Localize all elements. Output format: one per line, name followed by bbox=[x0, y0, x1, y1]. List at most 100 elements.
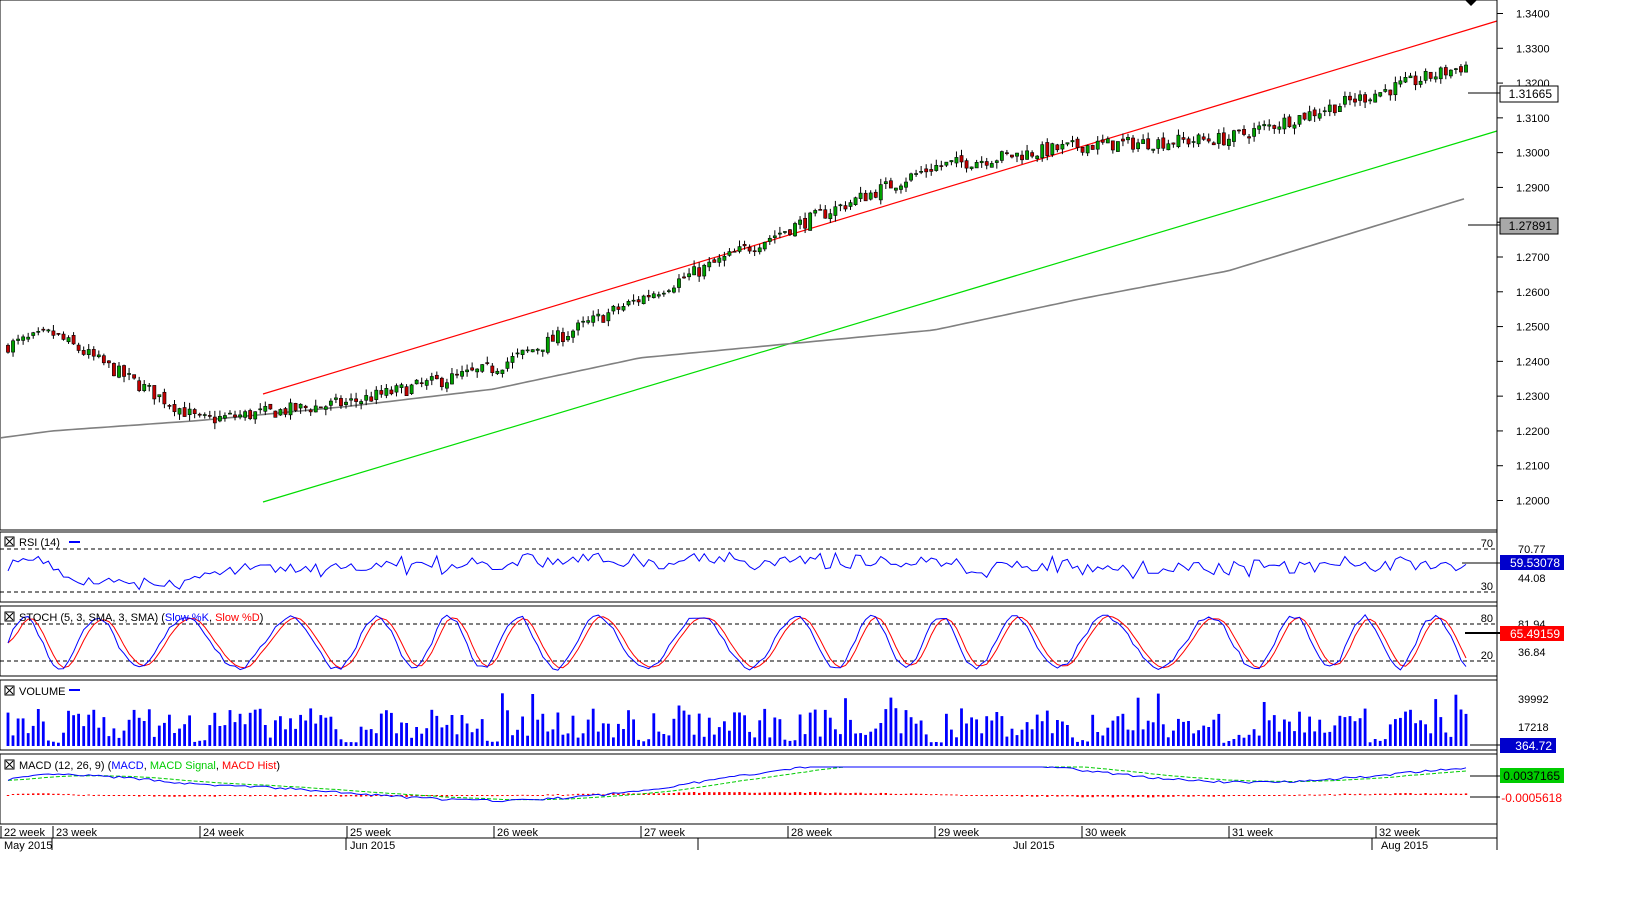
candle bbox=[1156, 137, 1161, 154]
candle bbox=[1060, 140, 1065, 155]
macd-hist-bar bbox=[708, 792, 711, 795]
volume-bar bbox=[506, 710, 509, 746]
volume-bar bbox=[642, 741, 646, 746]
candle bbox=[495, 368, 500, 376]
price-panel[interactable] bbox=[0, 0, 1498, 531]
candle bbox=[838, 203, 843, 212]
candle bbox=[989, 160, 994, 168]
volume-bar bbox=[591, 708, 595, 746]
volume-bar bbox=[1338, 715, 1342, 746]
volume-bar bbox=[21, 718, 25, 746]
candle bbox=[586, 316, 591, 325]
volume-bar bbox=[1283, 719, 1286, 746]
stoch-panel[interactable]: STOCH (5, 3, SMA, 3, SMA) (Slow %K, Slow… bbox=[0, 605, 1498, 677]
candle bbox=[445, 378, 449, 393]
candle bbox=[944, 161, 949, 168]
volume-bar bbox=[1434, 699, 1438, 746]
volume-bar bbox=[1187, 721, 1190, 746]
macd-hist-bar bbox=[37, 793, 40, 795]
candle bbox=[334, 393, 338, 404]
macd-hist-bar bbox=[904, 793, 908, 795]
volume-bar bbox=[1323, 732, 1327, 746]
volume-bar bbox=[258, 708, 262, 746]
volume-bar bbox=[692, 734, 696, 746]
week-label: 31 week bbox=[1232, 827, 1273, 839]
volume-bar bbox=[72, 715, 75, 746]
macd-hist-bar bbox=[455, 795, 459, 796]
volume-bar bbox=[284, 729, 287, 746]
last-price-value: 1.31665 bbox=[1509, 87, 1553, 101]
candles bbox=[6, 61, 1468, 430]
candle bbox=[651, 291, 656, 299]
volume-bar bbox=[92, 709, 96, 746]
volume-bar bbox=[939, 742, 943, 746]
volume-bar bbox=[475, 728, 479, 746]
candle bbox=[1282, 113, 1287, 135]
rsi-level-70: 70 bbox=[1481, 538, 1493, 550]
candle bbox=[1176, 129, 1181, 149]
volume-bar bbox=[1288, 721, 1291, 746]
volume-bar bbox=[965, 723, 968, 746]
macd-hist-bar bbox=[1242, 795, 1246, 796]
volume-bar bbox=[395, 733, 398, 746]
macd-panel[interactable]: MACD (12, 26, 9) (MACD, MACD Signal, MAC… bbox=[0, 753, 1498, 825]
volume-bar bbox=[183, 724, 186, 746]
macd-line bbox=[7, 766, 1467, 803]
rsi-panel[interactable]: RSI (14) 70 30 bbox=[0, 531, 1498, 603]
macd-hist-bar bbox=[1323, 794, 1326, 796]
volume-bar bbox=[102, 717, 106, 746]
macd-value: 0.0037165 bbox=[1503, 769, 1560, 783]
candle bbox=[1413, 71, 1418, 91]
macd-hist-bar bbox=[556, 794, 560, 795]
volume-bar bbox=[1303, 732, 1306, 746]
macd-hist-bar bbox=[97, 794, 100, 796]
candle bbox=[793, 221, 797, 237]
candle bbox=[258, 403, 263, 414]
volume-bar bbox=[390, 712, 393, 746]
volume-bar bbox=[1328, 731, 1332, 746]
macd-hist-bar bbox=[652, 793, 655, 795]
candle bbox=[1010, 154, 1014, 159]
volume-bar bbox=[82, 726, 86, 746]
macd-hist-bar bbox=[1449, 793, 1453, 795]
candle bbox=[157, 394, 162, 403]
macd-hist-bar bbox=[314, 795, 317, 797]
candle bbox=[384, 384, 389, 399]
candle bbox=[56, 333, 61, 336]
macd-hist-bar bbox=[1152, 795, 1155, 798]
candle bbox=[984, 157, 989, 170]
macd-hist-bar bbox=[233, 795, 237, 797]
macd-hist-bar bbox=[481, 795, 484, 796]
candle bbox=[1186, 136, 1191, 148]
macd-hist-bar bbox=[824, 793, 827, 795]
volume-panel[interactable]: VOLUME bbox=[0, 679, 1498, 751]
volume-bar bbox=[1358, 718, 1362, 746]
price-axis-label: 1.2900 bbox=[1516, 182, 1550, 194]
macd-hist-bar bbox=[521, 794, 524, 796]
volume-bar bbox=[1177, 718, 1180, 746]
candle bbox=[540, 349, 545, 357]
candle bbox=[1408, 72, 1413, 79]
macd-hist-bar bbox=[1081, 795, 1084, 798]
macd-hist-bar bbox=[1263, 795, 1266, 796]
volume-bar bbox=[1217, 713, 1221, 746]
macd-signal-line bbox=[7, 766, 1467, 801]
channel-upper-line bbox=[262, 20, 1498, 395]
volume-bar bbox=[1424, 724, 1427, 746]
candle bbox=[752, 245, 757, 257]
volume-bar bbox=[359, 726, 363, 746]
candle bbox=[1226, 134, 1231, 150]
macd-label: MACD bbox=[111, 760, 143, 772]
macd-hist-bar bbox=[243, 795, 247, 796]
macd-hist-bar bbox=[1207, 795, 1210, 797]
macd-hist-bar bbox=[935, 794, 938, 795]
candle bbox=[1201, 133, 1206, 141]
candle bbox=[656, 291, 661, 299]
volume-bar bbox=[223, 725, 227, 746]
macd-hist-bar bbox=[627, 793, 630, 795]
macd-hist-bar bbox=[193, 795, 196, 797]
volume-bar bbox=[435, 715, 439, 746]
candle bbox=[914, 169, 918, 177]
volume-bar bbox=[788, 740, 792, 746]
